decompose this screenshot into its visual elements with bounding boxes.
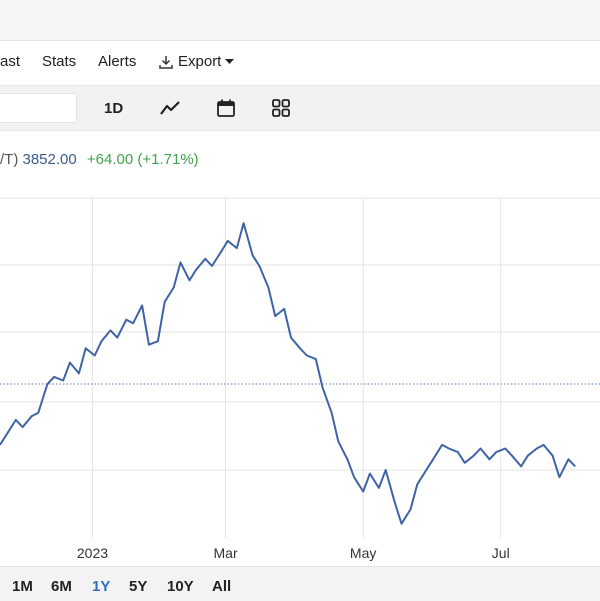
range-button-6m[interactable]: 6M bbox=[51, 578, 72, 595]
grid-icon[interactable] bbox=[268, 96, 294, 120]
chart-toolbar: 1D bbox=[0, 86, 600, 131]
nav-item-alerts[interactable]: Alerts bbox=[98, 53, 137, 70]
x-tick-label: Jul bbox=[492, 545, 510, 561]
browser-top-strip bbox=[0, 0, 600, 41]
range-button-all[interactable]: All bbox=[212, 578, 232, 595]
range-button-1m[interactable]: 1M bbox=[12, 578, 33, 595]
price-chart[interactable]: 2023 Mar May Jul bbox=[0, 180, 600, 565]
range-button-10y[interactable]: 10Y bbox=[167, 578, 194, 595]
nav-item-forecast[interactable]: ast bbox=[0, 53, 21, 70]
calendar-icon[interactable] bbox=[213, 96, 239, 120]
price-change: +64.00 (+1.71%) bbox=[86, 151, 199, 168]
interval-button[interactable]: 1D bbox=[104, 99, 124, 117]
export-button[interactable]: Export bbox=[158, 53, 235, 70]
x-tick-label: 2023 bbox=[77, 545, 108, 561]
nav-bar: ast Stats Alerts Export bbox=[0, 41, 600, 86]
price-chart-svg[interactable]: 2023 Mar May Jul bbox=[0, 180, 600, 565]
caret-down-icon bbox=[225, 58, 235, 64]
quote-line: /T) 3852.00 +64.00 (+1.71%) bbox=[0, 151, 199, 168]
range-selector: 1M 6M 1Y 5Y 10Y All bbox=[0, 566, 600, 601]
x-tick-label: Mar bbox=[214, 545, 238, 561]
price-value: 3852.00 bbox=[22, 151, 77, 168]
nav-item-stats[interactable]: Stats bbox=[42, 53, 77, 70]
x-tick-label: May bbox=[350, 545, 376, 561]
range-button-5y[interactable]: 5Y bbox=[129, 578, 148, 595]
line-chart-icon[interactable] bbox=[157, 96, 183, 120]
export-label: Export bbox=[178, 53, 222, 70]
symbol-label: /T) bbox=[0, 151, 19, 168]
price-series-line bbox=[0, 222, 576, 525]
range-button-1y[interactable]: 1Y bbox=[92, 578, 111, 595]
download-icon bbox=[159, 55, 173, 69]
symbol-search-input[interactable] bbox=[0, 93, 77, 123]
